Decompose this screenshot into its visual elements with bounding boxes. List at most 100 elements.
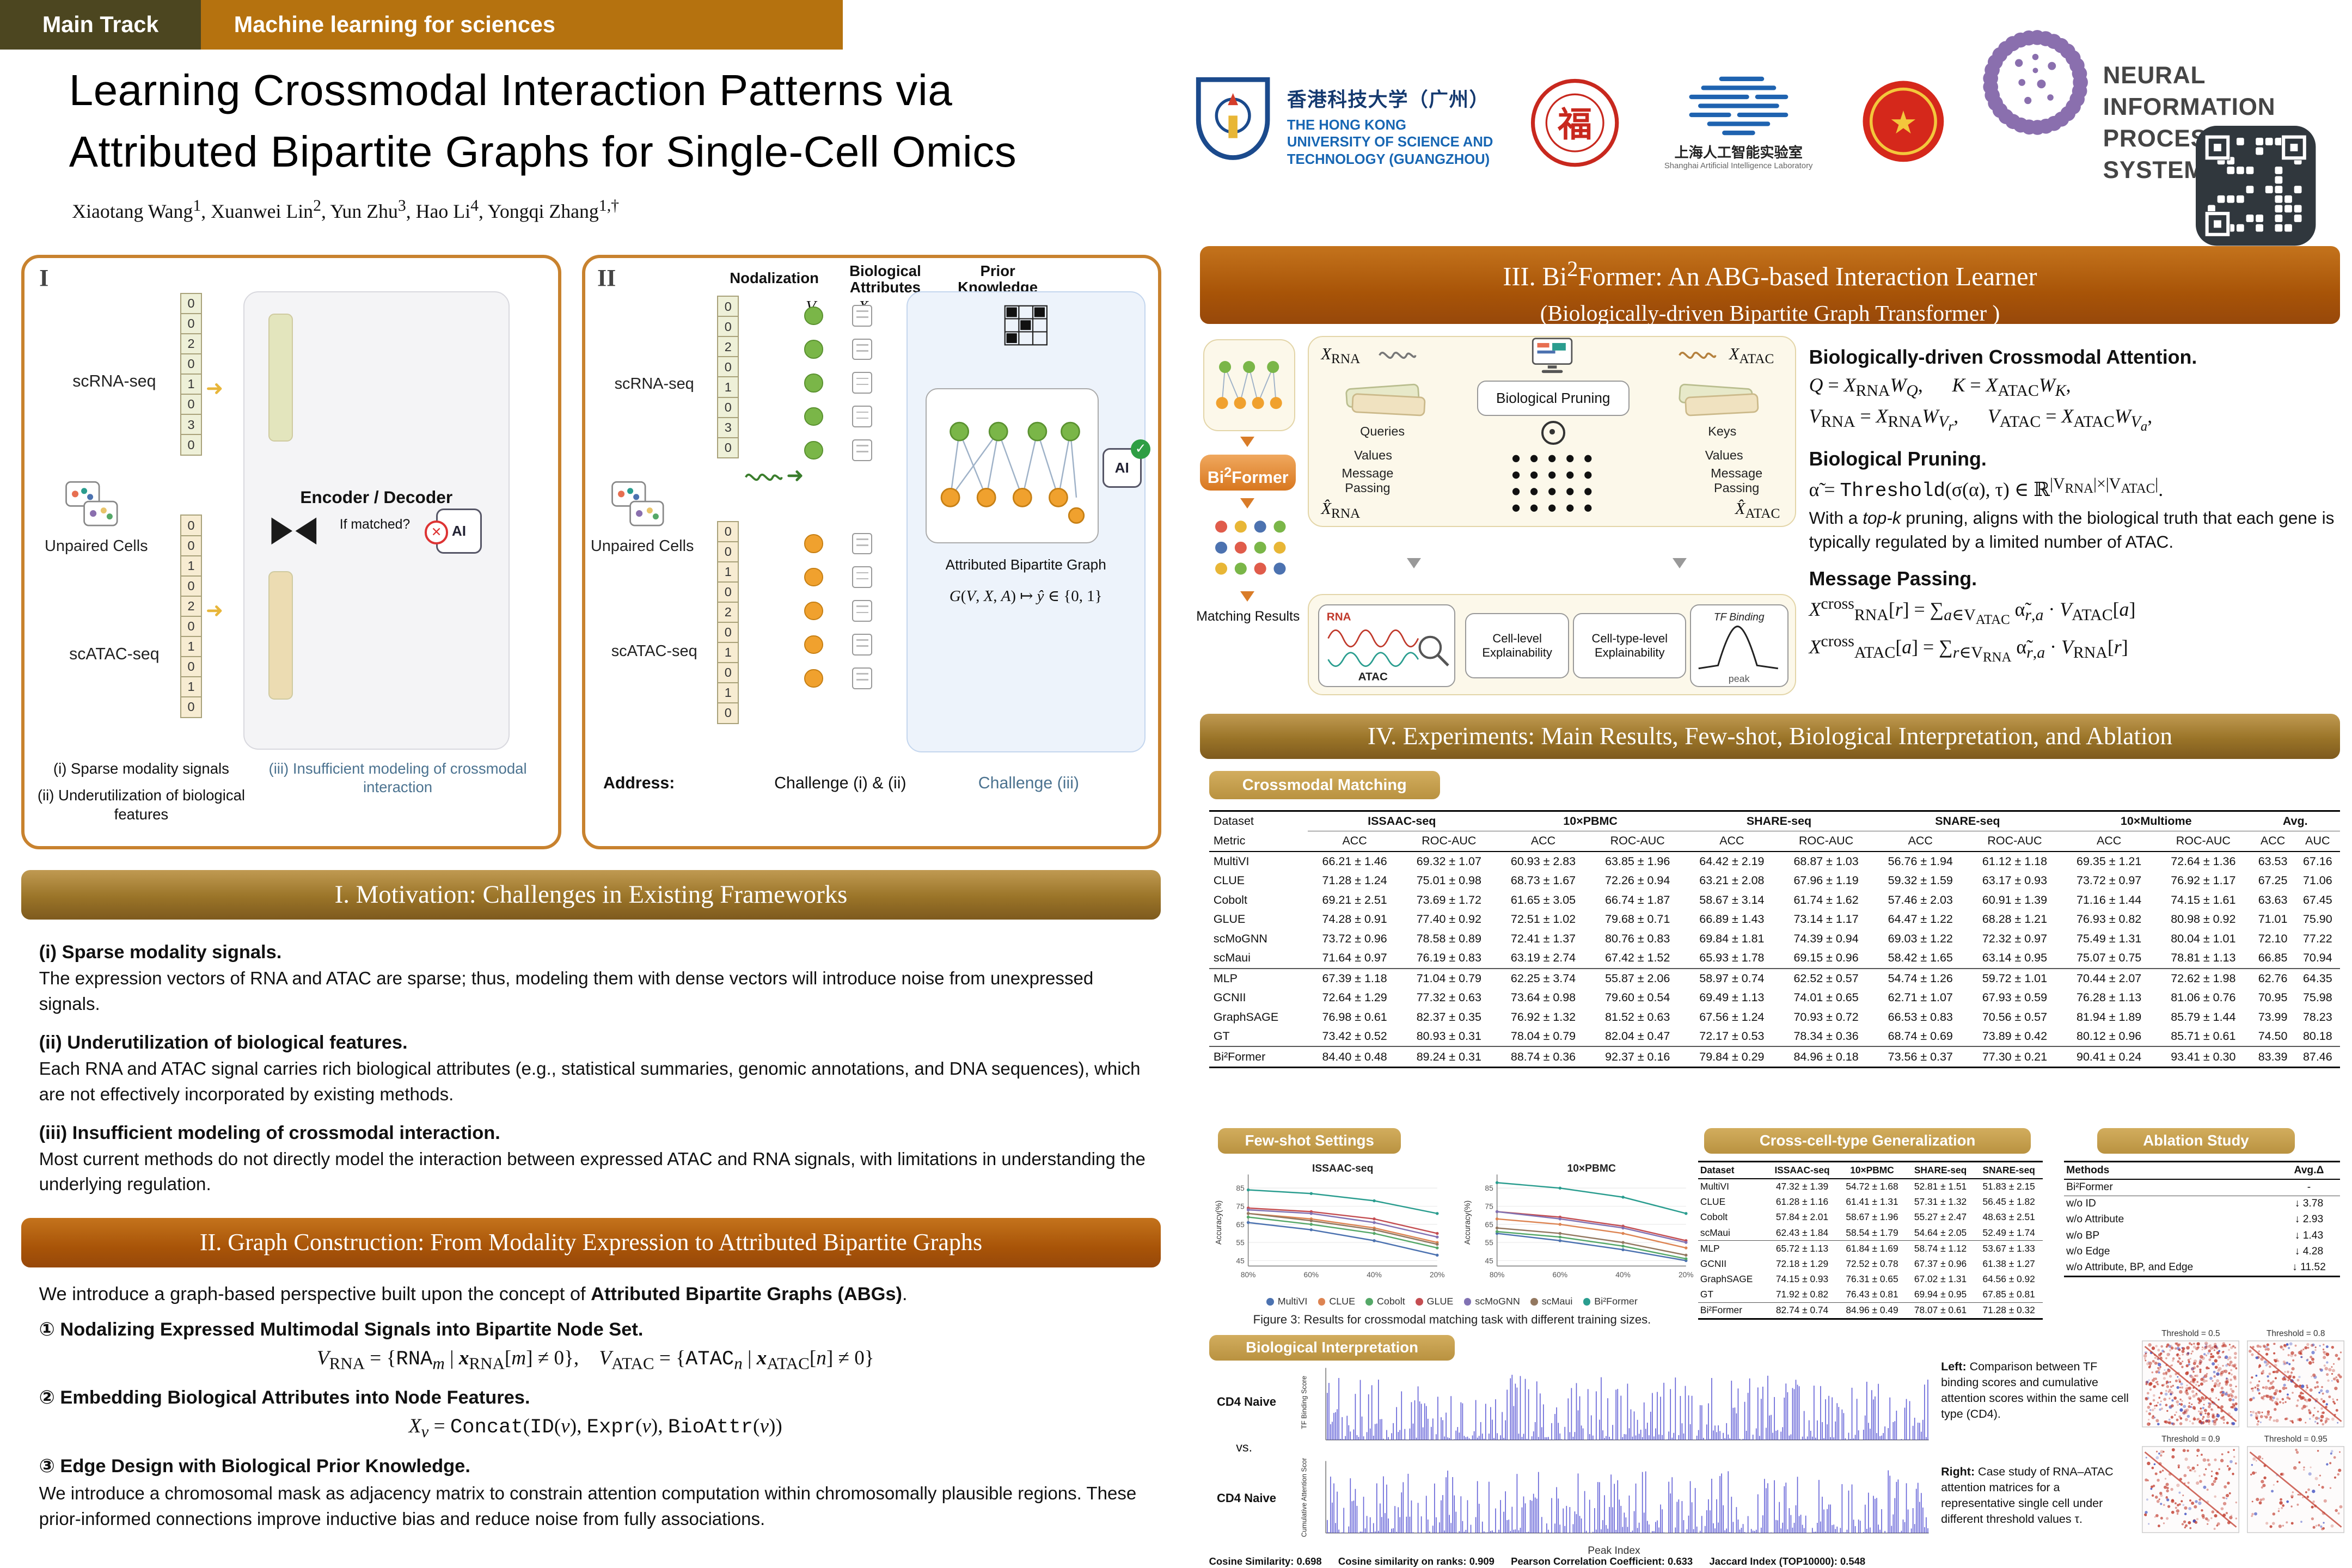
hkust-logo-icon	[1196, 77, 1270, 160]
table-cell: 65.72 ± 1.13	[1775, 1242, 1829, 1254]
table-cell: 67.45	[2302, 893, 2332, 906]
shailab-name-en: Shanghai Artificial Intelligence Laborat…	[1664, 161, 1813, 170]
vector-cell: 2	[717, 336, 739, 358]
vector-cell: 1	[180, 676, 202, 698]
table-cell: 74.01 ± 0.65	[1793, 991, 1859, 1004]
gc-step2-head: ② Embedding Biological Attributes into N…	[39, 1387, 1152, 1408]
table-cell: 59.32 ± 1.59	[1888, 874, 1953, 887]
attention-heatmap: Threshold = 0.95	[2247, 1435, 2345, 1533]
table-cell: 62.71 ± 1.07	[1888, 991, 1953, 1004]
legend-item: MultiVI	[1266, 1296, 1307, 1307]
legend-dot-icon	[1463, 1298, 1472, 1306]
table-cell: 63.21 ± 2.08	[1699, 874, 1765, 887]
atac-signal-label: ATAC	[1358, 670, 1388, 683]
table-cell: 61.65 ± 3.05	[1510, 893, 1576, 906]
address-label: Address:	[603, 774, 675, 793]
result-row: GraphSAGE 74.15 ± 0.93 76.31 ± 0.65 67.02 ±…	[1698, 1272, 2043, 1287]
title-line-1: Learning Crossmodal Interaction Patterns…	[69, 66, 953, 115]
embedding-dots-icon	[1215, 520, 1286, 575]
atac-node	[804, 601, 823, 621]
table-cell: 53.67 ± 1.33	[1982, 1242, 2035, 1254]
section-bi2former-header: III. Bi2Former: An ABG-based Interaction…	[1200, 246, 2340, 326]
encoder-decoder-box: Encoder / Decoder If matched? AI ✕	[243, 291, 510, 750]
table-cell: 54.64 ± 2.05	[1914, 1227, 1967, 1238]
svg-text:85: 85	[1236, 1184, 1245, 1192]
table-cell: 78.34 ± 0.36	[1793, 1030, 1859, 1043]
vector-cell: 2	[180, 595, 202, 617]
svg-text:40%: 40%	[1367, 1271, 1382, 1279]
svg-text:75: 75	[1485, 1202, 1493, 1210]
svg-text:65: 65	[1236, 1221, 1245, 1229]
column-header: ACC	[1530, 834, 1556, 848]
scatac-label: scATAC-seq	[69, 645, 160, 664]
table-cell: 82.04 ± 0.47	[1605, 1030, 1670, 1043]
table-cell: 70.93 ± 0.72	[1793, 1010, 1859, 1024]
similarity-metric: Cosine similarity on ranks: 0.909	[1338, 1555, 1494, 1567]
table-cell: 76.31 ± 0.65	[1846, 1273, 1898, 1285]
message-passing-formula-atac: XcrossATAC[a] = ∑r∈VRNA α̃r,a · VRNA[r]	[1809, 632, 2128, 665]
table-cell: 67.85 ± 0.81	[1982, 1289, 2035, 1300]
crosscell-badge: Cross-cell-type Generalization	[1704, 1128, 2031, 1154]
ai-chip-icon: AI ✓	[1102, 439, 1151, 488]
abg-graph-card	[925, 388, 1099, 544]
table-cell: 67.37 ± 0.96	[1914, 1258, 1967, 1269]
table-cell: Bi²Former	[1700, 1304, 1742, 1316]
table-cell: 51.83 ± 2.15	[1982, 1181, 2035, 1192]
shailab-name-cn: 上海人工智能实验室	[1674, 144, 1803, 161]
table-cell: 69.03 ± 1.22	[1888, 932, 1953, 945]
mismatch-cross-icon: ✕	[424, 520, 449, 544]
legend-item: CLUE	[1318, 1296, 1355, 1307]
panel1-caption-ii: (ii) Underutilization of biological feat…	[37, 787, 246, 823]
vector-cell: 0	[717, 316, 739, 338]
svg-text:福: 福	[1557, 106, 1592, 144]
arrow-right-icon: ➜	[205, 376, 224, 400]
svg-text:45: 45	[1485, 1257, 1493, 1265]
table-cell: 61.38 ± 1.27	[1982, 1258, 2035, 1269]
table-cell: 60.91 ± 1.39	[1982, 893, 2048, 906]
table-cell: 82.37 ± 0.35	[1416, 1010, 1481, 1024]
table-cell: 80.12 ± 0.96	[2077, 1030, 2142, 1043]
bio-attr-line2: Attributes	[849, 278, 921, 296]
legend-dot-icon	[1530, 1298, 1538, 1306]
cd4-label-top: CD4 Naive	[1216, 1395, 1276, 1409]
table-cell: 73.42 ± 0.52	[1322, 1030, 1387, 1043]
bi2former-equations: Biologically-driven Crossmodal Attention…	[1809, 333, 2346, 670]
shailab-logo: 上海人工智能实验室 Shanghai Artificial Intelligen…	[1641, 75, 1836, 170]
table-cell: 84.96 ± 0.49	[1846, 1304, 1898, 1316]
vector-cell: 0	[717, 621, 739, 644]
table-cell: 75.01 ± 0.98	[1416, 874, 1481, 887]
table-cell: 67.02 ± 1.31	[1914, 1273, 1967, 1285]
biointerp-left-note: Left: Comparison between TF binding scor…	[1941, 1360, 2129, 1421]
biological-pruning-box: Biological Pruning	[1477, 381, 1630, 416]
svg-text:20%: 20%	[1679, 1271, 1694, 1279]
arrow-right-icon: ➜	[205, 598, 224, 622]
table-cell: 65.93 ± 1.78	[1699, 951, 1765, 965]
svg-text:55: 55	[1236, 1239, 1245, 1247]
gc-step1-formula: VRNA = {RNAm | xRNA[m] ≠ 0}, VATAC = {AT…	[316, 1347, 874, 1373]
table-cell: 72.64 ± 1.36	[2171, 854, 2236, 868]
result-row: w/o ID ↓ 3.78	[2064, 1196, 2340, 1212]
vector-cell: 0	[180, 656, 202, 678]
column-header: Dataset	[1213, 814, 1254, 828]
attribute-box	[852, 372, 873, 394]
table-cell: 69.94 ± 0.95	[1914, 1289, 1967, 1300]
vector-cell: 1	[717, 682, 739, 704]
table-cell: 76.92 ± 1.17	[2171, 874, 2236, 887]
threshold-label: Threshold = 0.9	[2161, 1435, 2220, 1444]
table-cell: 54.72 ± 1.68	[1846, 1181, 1898, 1192]
result-row: MultiVI 66.21 ± 1.46 69.32 ± 1.07 60.93 ± 2…	[1209, 852, 2340, 871]
vector-cell: 0	[180, 434, 202, 456]
table-cell: ↓ 2.93	[2294, 1214, 2324, 1226]
table-cell: 63.85 ± 1.96	[1605, 854, 1670, 868]
peak-label: peak	[1729, 673, 1750, 684]
motivation-item-3-body: Most current methods do not directly mod…	[39, 1149, 1146, 1195]
table-cell: 87.46	[2302, 1050, 2332, 1063]
table-cell: 72.51 ± 1.02	[1510, 912, 1576, 926]
step-3-number: ③	[39, 1455, 55, 1477]
vector-cell: 0	[180, 535, 202, 557]
table-cell: 69.84 ± 1.81	[1699, 932, 1765, 945]
result-row: w/o Edge ↓ 4.28	[2064, 1244, 2340, 1259]
table-cell: 80.98 ± 0.92	[2171, 912, 2236, 926]
column-header: Avg.	[2250, 811, 2340, 832]
table-cell: 79.60 ± 0.54	[1605, 991, 1670, 1004]
